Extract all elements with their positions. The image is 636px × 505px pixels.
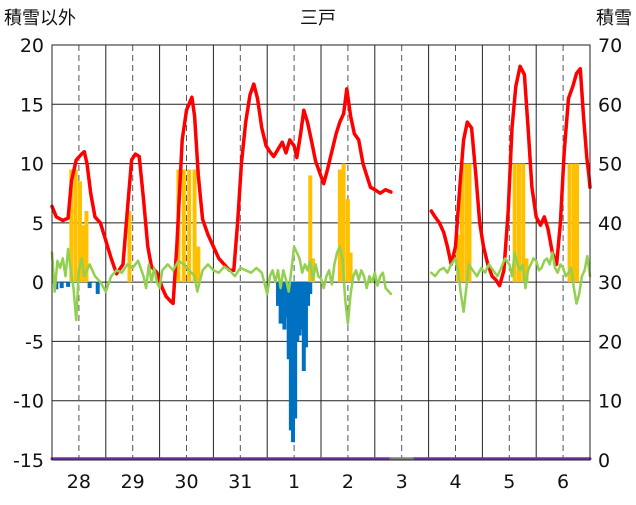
right-tick-label: 10 [598,391,622,413]
orange-bars-bar [567,163,572,283]
orange-bars-bar [84,211,89,283]
blue-bars-bar [295,282,300,342]
x-tick-label: 30 [174,471,198,493]
blue-bars-bar [291,282,296,443]
left-tick-label: -15 [13,450,44,472]
left-tick-label: -5 [25,331,44,353]
blue-bars-bar [301,282,306,372]
orange-bars-bar [81,225,86,283]
orange-bars-bar [77,181,82,283]
orange-bars-bar [308,175,313,283]
blue-bars-bar [288,282,293,431]
orange-bars-bar [192,169,197,283]
line-series [50,64,592,461]
x-tick-label: 2 [342,471,354,493]
blue-bars-bar [297,282,302,336]
blue-bars-bar [282,282,287,330]
orange-bars-bar [467,163,472,283]
orange-bars-bar [127,211,132,283]
right-tick-label: 40 [598,213,622,235]
orange-bars-bar [512,163,517,283]
blue-bars-bar [308,282,313,294]
orange-bars-bar [524,258,529,283]
blue-bars-bar [286,282,291,360]
right-tick-label: 0 [598,450,610,472]
orange-bars-bar [310,258,315,283]
right-tick-label: 50 [598,154,622,176]
x-tick-label: 5 [503,471,515,493]
red-line [429,64,592,288]
right-axis-title: 積雪 [596,8,632,29]
orange-bars-bar [459,163,464,283]
orange-bars-bar [575,163,580,283]
orange-bars-bar [337,169,342,283]
blue-bars-bar [284,282,289,318]
orange-bars-bar [345,199,350,283]
left-tick-label: 0 [32,272,44,294]
blue-bars-bar [280,282,285,312]
orange-bars-bar [521,163,526,283]
blue-bars-bar [59,282,64,289]
green-line [50,245,393,325]
orange-bars-bar [181,169,186,283]
blue-bars-bar [299,282,304,330]
orange-bars-bar [187,169,192,283]
chart-title: 三戸 [300,8,336,29]
x-tick-label: 4 [449,471,461,493]
bar-series [54,163,580,443]
orange-bars-bar [464,163,469,283]
orange-bars-bar [73,169,78,283]
grid-lines [51,44,591,461]
x-tick-label: 31 [228,471,252,493]
left-tick-label: 10 [20,154,44,176]
left-axis-title: 積雪以外 [4,8,76,29]
x-tick-label: 29 [121,471,145,493]
right-tick-label: 60 [598,94,622,116]
orange-bars-bar [69,169,74,283]
orange-bars-bar [456,234,461,283]
x-tick-label: 6 [557,471,569,493]
blue-bars-bar [66,282,71,287]
left-tick-label: 15 [20,94,44,116]
blue-bars-bar [275,282,280,306]
left-tick-label: 5 [32,213,44,235]
x-tick-label: 1 [288,471,300,493]
blue-bars-bar [87,282,92,289]
orange-bars-bar [196,246,201,283]
right-tick-label: 30 [598,272,622,294]
right-tick-label: 70 [598,35,622,57]
blue-bars-bar [95,282,100,294]
blue-bars-bar [303,282,308,348]
orange-bars-bar [571,163,576,283]
orange-bars-bar [341,163,346,283]
red-line [50,82,393,306]
plot-border [51,44,591,461]
blue-bars-bar [306,282,311,306]
x-tick-label: 3 [396,471,408,493]
blue-bars-bar [293,282,298,419]
x-tick-label: 28 [67,471,91,493]
right-tick-label: 20 [598,331,622,353]
green-line [430,251,592,314]
orange-bars-bar [348,252,353,283]
left-tick-label: 20 [20,35,44,57]
left-tick-label: -10 [13,391,44,413]
orange-bars-bar [516,163,521,283]
